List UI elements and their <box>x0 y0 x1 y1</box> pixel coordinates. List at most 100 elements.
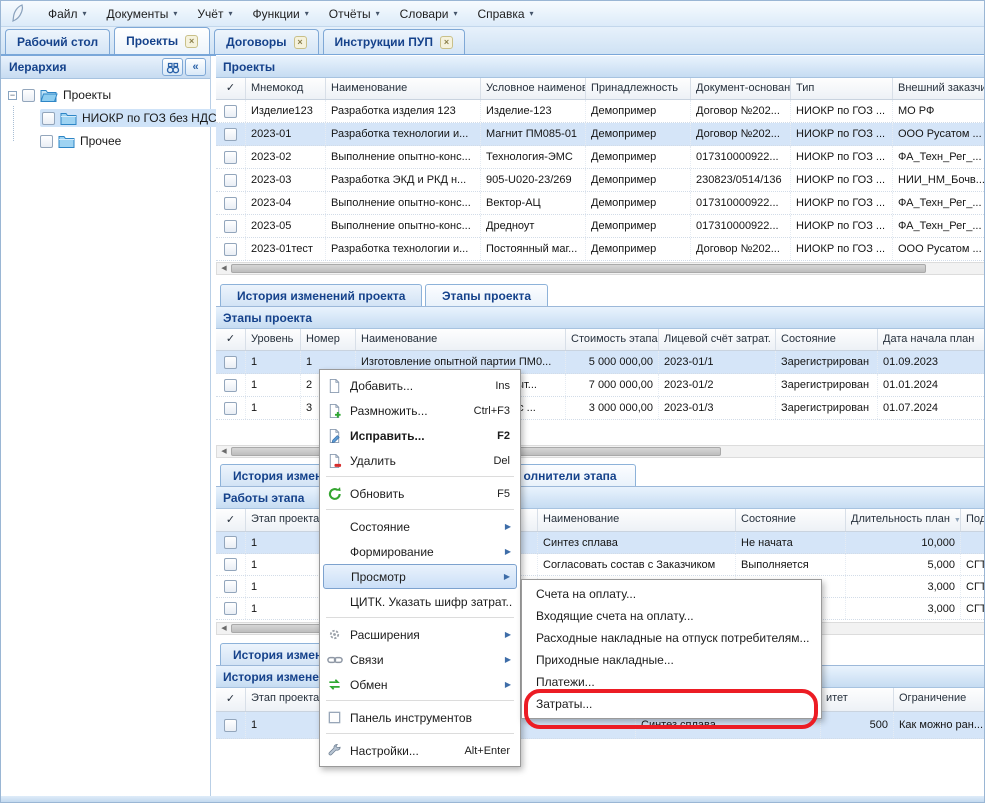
column-header[interactable]: Уровень <box>246 329 301 350</box>
column-header[interactable]: Наименование <box>538 509 736 531</box>
column-header[interactable]: Наименование <box>326 78 481 99</box>
row-checkbox[interactable] <box>216 374 246 396</box>
menu-item-documents[interactable]: Документы ▾ <box>106 6 178 21</box>
column-header[interactable]: Состояние <box>736 509 846 531</box>
column-header[interactable]: Подр <box>961 509 984 531</box>
context-menu-item-forming[interactable]: Формирование ▶ <box>350 544 511 559</box>
collapse-sidebar-button[interactable]: « <box>185 58 206 76</box>
submenu-item-costs[interactable]: Затраты... <box>536 697 593 711</box>
close-icon[interactable]: × <box>293 35 307 49</box>
tab-contracts[interactable]: Договоры × <box>214 29 319 54</box>
expander-minus-icon[interactable]: − <box>8 89 17 100</box>
tab-stage-executors[interactable]: олнители этапа <box>504 464 636 486</box>
menu-item-reports[interactable]: Отчёты ▾ <box>328 6 380 21</box>
column-header[interactable]: итет <box>821 688 894 711</box>
context-menu-item-citk-cost-code[interactable]: ЦИТК. Указать шифр затрат... <box>350 594 513 609</box>
context-menu-item-edit[interactable]: Исправить... F2 <box>323 423 517 448</box>
column-header[interactable]: Документ-основан <box>691 78 791 99</box>
tree-item-projects[interactable]: − Проекты <box>8 84 111 106</box>
menu-item-dictionaries[interactable]: Словари ▾ <box>399 6 458 21</box>
context-menu-item-extensions[interactable]: Расширения ▶ <box>323 622 517 647</box>
column-header[interactable]: Мнемокод <box>246 78 326 99</box>
tree-item-other[interactable]: Прочее <box>40 130 121 152</box>
close-icon[interactable]: × <box>185 34 199 48</box>
table-row-selected[interactable]: 2023-01 Разработка технологии и... Магнит … <box>216 123 984 146</box>
column-header-check[interactable]: ✓ <box>216 509 246 531</box>
menu-item-help[interactable]: Справка ▾ <box>477 6 534 21</box>
row-checkbox[interactable] <box>216 598 246 619</box>
context-menu-item-state[interactable]: Состояние ▶ <box>350 519 511 534</box>
column-header[interactable]: Дата начала план <box>878 329 984 350</box>
column-header-sorted[interactable]: Длительность план ▼ <box>846 509 961 531</box>
column-header[interactable]: Ограничение <box>894 688 984 711</box>
submenu-item-payments[interactable]: Платежи... <box>536 675 595 689</box>
scroll-left-icon[interactable]: ◀ <box>221 447 227 455</box>
tree-checkbox[interactable] <box>42 111 55 125</box>
column-header[interactable]: Внешний заказчик <box>893 78 984 99</box>
column-header-check[interactable]: ✓ <box>216 78 246 99</box>
context-menu-item-view[interactable]: Просмотр ▶ <box>323 564 517 589</box>
row-checkbox[interactable] <box>216 238 246 260</box>
tab-desktop[interactable]: Рабочий стол <box>5 29 111 54</box>
row-checkbox[interactable] <box>216 554 246 575</box>
close-icon[interactable]: × <box>439 35 453 49</box>
tree-checkbox[interactable] <box>40 134 53 148</box>
context-menu-item-refresh[interactable]: Обновить F5 <box>323 481 517 506</box>
horizontal-scrollbar[interactable]: ◀ <box>216 262 984 275</box>
context-menu-item-links[interactable]: Связи ▶ <box>323 647 517 672</box>
column-header[interactable]: Этап проекта <box>246 509 326 531</box>
row-checkbox[interactable] <box>216 146 246 168</box>
scroll-left-icon[interactable]: ◀ <box>221 264 227 272</box>
context-menu-item-settings[interactable]: Настройки... Alt+Enter <box>323 738 517 763</box>
scroll-left-icon[interactable]: ◀ <box>221 624 227 632</box>
table-row[interactable]: 2023-04 Выполнение опытно-конс... Вектор-А… <box>216 192 984 215</box>
row-checkbox[interactable] <box>216 532 246 553</box>
column-header[interactable]: Тип <box>791 78 893 99</box>
column-header[interactable]: Условное наименова <box>481 78 586 99</box>
table-row[interactable]: 2023-05 Выполнение опытно-конс... Дредноут… <box>216 215 984 238</box>
context-menu-item-toolbar-toggle[interactable]: Панель инструментов <box>323 705 517 730</box>
row-checkbox[interactable] <box>216 215 246 237</box>
tab-projects[interactable]: Проекты × <box>114 27 211 54</box>
tab-project-history[interactable]: История изменений проекта <box>220 284 423 306</box>
column-header[interactable]: Стоимость этапа <box>566 329 659 350</box>
column-header[interactable]: Принадлежность <box>586 78 691 99</box>
menu-item-file[interactable]: Файл ▾ <box>48 6 87 21</box>
tree-item-niokr[interactable]: НИОКР по ГОЗ без НДС <box>40 107 223 129</box>
find-button[interactable] <box>162 58 183 76</box>
column-header-check[interactable]: ✓ <box>216 329 246 350</box>
row-checkbox[interactable] <box>216 100 246 122</box>
column-header[interactable]: Номер <box>301 329 356 350</box>
column-header[interactable]: Лицевой счёт затрат. <box>659 329 776 350</box>
row-checkbox[interactable] <box>216 192 246 214</box>
row-checkbox[interactable] <box>216 397 246 419</box>
table-row-selected[interactable]: 1 1 Изготовление опытной партии ПМ0... 5 00… <box>216 351 984 374</box>
tab-instructions-pup[interactable]: Инструкции ПУП × <box>322 29 465 54</box>
submenu-item-invoices[interactable]: Счета на оплату... <box>536 587 637 601</box>
column-header[interactable]: Состояние <box>776 329 878 350</box>
tab-project-stages[interactable]: Этапы проекта <box>425 284 549 306</box>
submenu-item-outgoing-waybills[interactable]: Расходные накладные на отпуск потребител… <box>536 631 810 645</box>
scrollbar-thumb[interactable] <box>231 264 926 273</box>
tree-checkbox[interactable] <box>22 88 35 102</box>
submenu-item-incoming-waybills[interactable]: Приходные накладные... <box>536 653 674 667</box>
row-checkbox[interactable] <box>216 351 246 373</box>
column-header[interactable]: Наименование <box>356 329 566 350</box>
context-menu-item-add[interactable]: Добавить... Ins <box>323 373 517 398</box>
table-row[interactable]: 2023-01тест Разработка технологии и... Пос… <box>216 238 984 261</box>
column-header-check[interactable]: ✓ <box>216 688 246 711</box>
row-checkbox[interactable] <box>216 576 246 597</box>
context-menu-item-delete[interactable]: Удалить Del <box>323 448 517 473</box>
menu-item-accounting[interactable]: Учёт ▾ <box>197 6 233 21</box>
column-header[interactable]: Этап проекта <box>246 688 326 711</box>
context-menu-item-duplicate[interactable]: Размножить... Ctrl+F3 <box>323 398 517 423</box>
table-row[interactable]: 2023-02 Выполнение опытно-конс... Технолог… <box>216 146 984 169</box>
row-checkbox[interactable] <box>216 169 246 191</box>
menu-item-functions[interactable]: Функции ▾ <box>252 6 309 21</box>
submenu-item-incoming-invoices[interactable]: Входящие счета на оплату... <box>536 609 694 623</box>
context-menu-item-exchange[interactable]: Обмен ▶ <box>323 672 517 697</box>
row-checkbox[interactable] <box>216 712 246 738</box>
table-row[interactable]: 2023-03 Разработка ЭКД и РКД н... 905-U020… <box>216 169 984 192</box>
row-checkbox[interactable] <box>216 123 246 145</box>
table-row[interactable]: Изделие123 Разработка изделия 123 Изделие-… <box>216 100 984 123</box>
